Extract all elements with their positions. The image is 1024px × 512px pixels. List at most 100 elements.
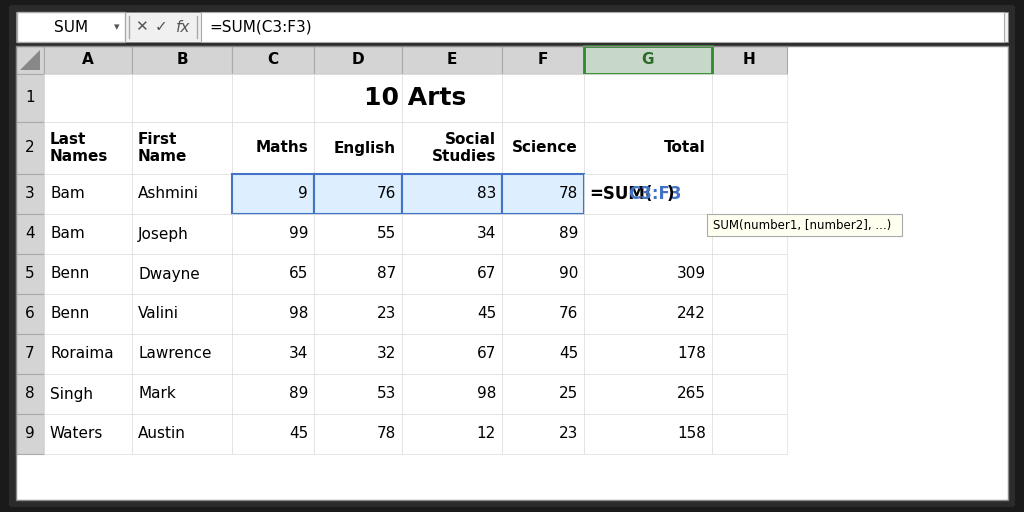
- Bar: [132, 334, 232, 374]
- Text: 45: 45: [289, 426, 308, 441]
- Text: 53: 53: [377, 387, 396, 401]
- Text: Last
Names: Last Names: [50, 132, 109, 164]
- Text: =SUM(: =SUM(: [589, 185, 652, 203]
- Bar: [402, 214, 502, 254]
- Bar: [44, 74, 132, 122]
- Bar: [16, 174, 44, 214]
- Bar: [132, 122, 232, 174]
- Bar: [17, 12, 125, 42]
- Bar: [314, 374, 402, 414]
- Text: D: D: [351, 53, 365, 68]
- Bar: [201, 12, 1004, 42]
- Bar: [132, 374, 232, 414]
- Bar: [502, 254, 584, 294]
- Bar: [502, 122, 584, 174]
- Bar: [584, 174, 712, 214]
- Bar: [314, 294, 402, 334]
- Bar: [232, 214, 314, 254]
- Text: 78: 78: [377, 426, 396, 441]
- Bar: [232, 122, 314, 174]
- Bar: [712, 122, 787, 174]
- Text: ✓: ✓: [155, 19, 167, 34]
- Text: 83: 83: [476, 186, 496, 202]
- Text: 90: 90: [559, 267, 578, 282]
- Bar: [16, 12, 1008, 42]
- Bar: [402, 74, 502, 122]
- Bar: [232, 414, 314, 454]
- Text: 67: 67: [476, 267, 496, 282]
- Text: 5: 5: [26, 267, 35, 282]
- Bar: [584, 294, 712, 334]
- Bar: [232, 174, 314, 214]
- Text: 8: 8: [26, 387, 35, 401]
- Text: Social
Studies: Social Studies: [431, 132, 496, 164]
- Bar: [314, 122, 402, 174]
- Text: C: C: [267, 53, 279, 68]
- Bar: [132, 174, 232, 214]
- Text: 1: 1: [26, 91, 35, 105]
- Text: Benn: Benn: [50, 267, 89, 282]
- Bar: [44, 214, 132, 254]
- Text: English: English: [334, 140, 396, 156]
- Bar: [314, 74, 402, 122]
- Bar: [402, 174, 502, 214]
- Bar: [132, 74, 232, 122]
- Bar: [712, 374, 787, 414]
- Bar: [502, 214, 584, 254]
- Bar: [712, 46, 787, 74]
- Text: ): ): [667, 185, 675, 203]
- Bar: [584, 334, 712, 374]
- Text: 23: 23: [377, 307, 396, 322]
- Bar: [16, 122, 44, 174]
- Text: 98: 98: [289, 307, 308, 322]
- Text: 265: 265: [677, 387, 706, 401]
- Bar: [44, 374, 132, 414]
- Text: 76: 76: [377, 186, 396, 202]
- Bar: [232, 174, 314, 214]
- Text: 2: 2: [26, 140, 35, 156]
- Bar: [502, 174, 584, 214]
- Bar: [16, 214, 44, 254]
- Text: 10 Arts: 10 Arts: [365, 86, 467, 110]
- Bar: [402, 46, 502, 74]
- Bar: [712, 334, 787, 374]
- Text: Ashmini: Ashmini: [138, 186, 199, 202]
- Text: 34: 34: [476, 226, 496, 242]
- Bar: [584, 254, 712, 294]
- Bar: [502, 174, 584, 214]
- Text: 76: 76: [559, 307, 578, 322]
- Text: SUM: SUM: [54, 19, 88, 34]
- Text: 89: 89: [289, 387, 308, 401]
- Bar: [402, 254, 502, 294]
- Bar: [232, 334, 314, 374]
- Bar: [16, 294, 44, 334]
- Bar: [712, 254, 787, 294]
- Text: 34: 34: [289, 347, 308, 361]
- Bar: [584, 374, 712, 414]
- Bar: [16, 414, 44, 454]
- Text: =SUM(C3:F3): =SUM(C3:F3): [209, 19, 311, 34]
- Text: B: B: [176, 53, 187, 68]
- Text: E: E: [446, 53, 457, 68]
- Text: 87: 87: [377, 267, 396, 282]
- Text: Waters: Waters: [50, 426, 103, 441]
- Bar: [132, 46, 232, 74]
- Text: 242: 242: [677, 307, 706, 322]
- Polygon shape: [20, 50, 40, 70]
- Text: Joseph: Joseph: [138, 226, 188, 242]
- Bar: [502, 374, 584, 414]
- Text: Dwayne: Dwayne: [138, 267, 200, 282]
- Text: Science: Science: [512, 140, 578, 156]
- Text: SUM(number1, [number2], ...): SUM(number1, [number2], ...): [713, 219, 891, 231]
- Bar: [502, 46, 584, 74]
- Bar: [402, 174, 502, 214]
- Bar: [16, 46, 44, 74]
- Bar: [402, 414, 502, 454]
- Text: C3:F3: C3:F3: [628, 185, 682, 203]
- Text: Singh: Singh: [50, 387, 93, 401]
- Text: fx: fx: [176, 19, 190, 34]
- Bar: [314, 334, 402, 374]
- Bar: [44, 414, 132, 454]
- Bar: [707, 214, 902, 236]
- Bar: [132, 294, 232, 334]
